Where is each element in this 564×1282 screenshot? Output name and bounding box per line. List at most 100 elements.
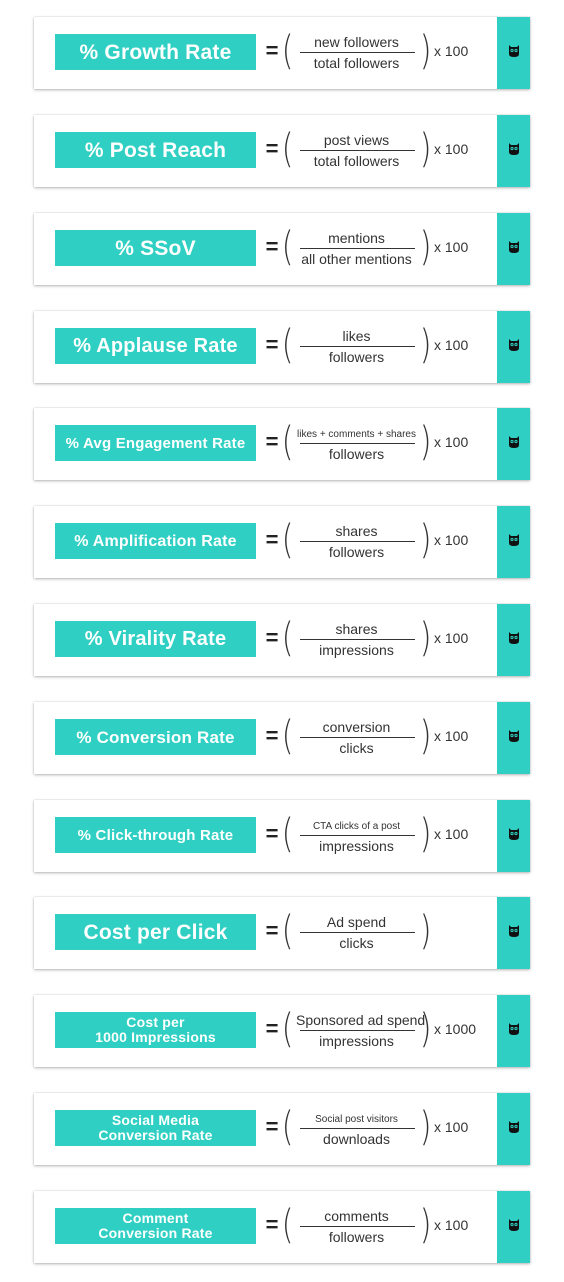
open-paren: ( xyxy=(281,224,294,270)
metric-name: % Growth Rate xyxy=(55,34,256,70)
fraction-bar xyxy=(300,541,415,542)
denominator: downloads xyxy=(323,1131,390,1147)
owl-icon xyxy=(507,924,521,943)
metric-name: % Post Reach xyxy=(55,132,256,168)
brand-tab xyxy=(497,213,530,285)
fraction-bar xyxy=(300,835,415,836)
equals-sign: = xyxy=(265,234,279,259)
close-paren: ) xyxy=(419,811,432,857)
brand-tab xyxy=(497,506,530,578)
open-paren: ( xyxy=(281,126,294,172)
fraction-bar xyxy=(300,1226,415,1227)
metric-name: % Avg Engagement Rate xyxy=(55,425,256,461)
denominator: impressions xyxy=(319,1033,394,1049)
multiplier: x 1000 xyxy=(434,1021,477,1037)
metric-card: Cost per 1000 Impressions = ( Sponsored … xyxy=(34,995,530,1067)
equals-sign: = xyxy=(265,723,279,748)
close-paren: ) xyxy=(419,28,432,74)
fraction-bar xyxy=(300,150,415,151)
numerator: likes xyxy=(342,328,371,344)
brand-tab xyxy=(497,604,530,676)
fraction-bar xyxy=(300,737,415,738)
denominator: clicks xyxy=(339,935,374,951)
fraction-bar xyxy=(300,248,415,249)
brand-tab xyxy=(497,702,530,774)
metric-card: Cost per Click = ( Ad spend clicks ) xyxy=(34,897,530,969)
numerator: conversion xyxy=(322,719,391,735)
denominator: total followers xyxy=(313,55,400,71)
metric-name: % Conversion Rate xyxy=(55,719,256,755)
brand-tab xyxy=(497,17,530,89)
close-paren: ) xyxy=(419,126,432,172)
equals-sign: = xyxy=(265,136,279,161)
numerator: new followers xyxy=(314,34,399,50)
multiplier: x 100 xyxy=(434,141,469,157)
close-paren: ) xyxy=(419,1104,432,1150)
metric-card: % Virality Rate = ( shares impressions )… xyxy=(34,604,530,676)
equals-sign: = xyxy=(265,332,279,357)
equals-sign: = xyxy=(265,625,279,650)
metric-card: % Avg Engagement Rate = ( likes + commen… xyxy=(34,408,530,480)
numerator: likes + comments + shares xyxy=(297,429,416,440)
metric-name: % Click-through Rate xyxy=(55,817,256,853)
denominator: all other mentions xyxy=(301,251,412,267)
numerator: shares xyxy=(335,523,378,539)
multiplier: x 100 xyxy=(434,532,469,548)
equals-sign: = xyxy=(265,429,279,454)
multiplier: x 100 xyxy=(434,826,469,842)
multiplier: x 100 xyxy=(434,630,469,646)
metric-name: % Applause Rate xyxy=(55,328,256,364)
metric-card: % Amplification Rate = ( shares follower… xyxy=(34,506,530,578)
open-paren: ( xyxy=(281,322,294,368)
numerator: Social post visitors xyxy=(315,1114,398,1125)
brand-tab xyxy=(497,1093,530,1165)
owl-icon xyxy=(507,1022,521,1041)
numerator: mentions xyxy=(328,230,385,246)
brand-tab xyxy=(497,311,530,383)
numerator: post views xyxy=(323,132,390,148)
denominator: impressions xyxy=(319,838,394,854)
brand-tab xyxy=(497,115,530,187)
multiplier: x 100 xyxy=(434,434,469,450)
open-paren: ( xyxy=(281,1104,294,1150)
owl-icon xyxy=(507,142,521,161)
multiplier: x 100 xyxy=(434,728,469,744)
brand-tab xyxy=(497,1191,530,1263)
open-paren: ( xyxy=(281,811,294,857)
equals-sign: = xyxy=(265,1016,279,1041)
denominator: clicks xyxy=(339,740,374,756)
denominator: total followers xyxy=(313,153,400,169)
open-paren: ( xyxy=(281,419,294,465)
close-paren: ) xyxy=(419,322,432,368)
fraction-bar xyxy=(300,932,415,933)
open-paren: ( xyxy=(281,713,294,759)
metric-name: % Virality Rate xyxy=(55,621,256,657)
denominator: impressions xyxy=(319,642,394,658)
open-paren: ( xyxy=(281,1202,294,1248)
close-paren: ) xyxy=(419,224,432,270)
numerator: comments xyxy=(324,1208,389,1224)
owl-icon xyxy=(507,729,521,748)
numerator: CTA clicks of a post xyxy=(312,821,401,832)
metric-name: Cost per 1000 Impressions xyxy=(55,1012,256,1048)
denominator: followers xyxy=(328,1229,385,1245)
owl-icon xyxy=(507,1120,521,1139)
equals-sign: = xyxy=(265,1212,279,1237)
owl-icon xyxy=(507,44,521,63)
denominator: followers xyxy=(328,446,385,462)
equals-sign: = xyxy=(265,821,279,846)
fraction-bar xyxy=(300,639,415,640)
owl-icon xyxy=(507,533,521,552)
open-paren: ( xyxy=(281,908,294,954)
owl-icon xyxy=(507,435,521,454)
equals-sign: = xyxy=(265,527,279,552)
metric-card: % Click-through Rate = ( CTA clicks of a… xyxy=(34,800,530,872)
metric-card: % Growth Rate = ( new followers total fo… xyxy=(34,17,530,89)
brand-tab xyxy=(497,897,530,969)
equals-sign: = xyxy=(265,918,279,943)
fraction-bar xyxy=(300,346,415,347)
metric-card: % Applause Rate = ( likes followers ) x … xyxy=(34,311,530,383)
multiplier: x 100 xyxy=(434,1217,469,1233)
metric-name: % Amplification Rate xyxy=(55,523,256,559)
